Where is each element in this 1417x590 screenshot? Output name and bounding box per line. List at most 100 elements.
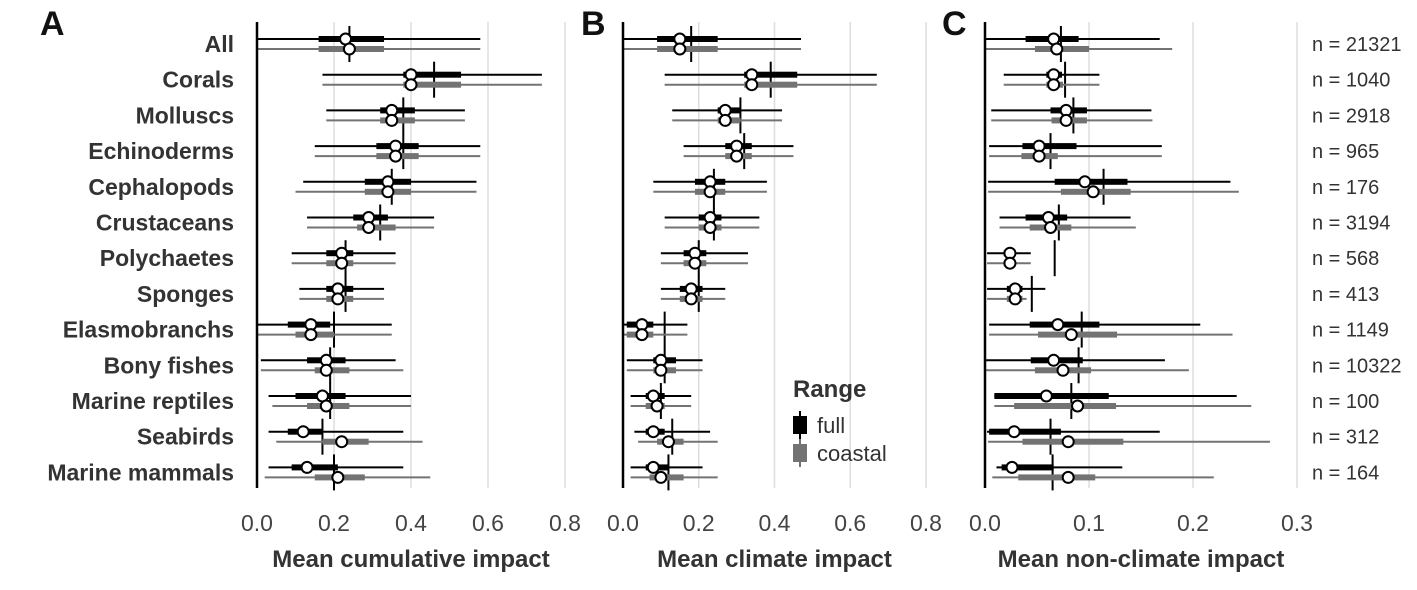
group-label: Seabirds <box>137 424 234 450</box>
group-label: Echinoderms <box>88 138 234 164</box>
group-label: Elasmobranchs <box>63 317 234 343</box>
group-label: Molluscs <box>136 102 234 128</box>
mean-point <box>635 328 649 342</box>
panel-letter: C <box>942 5 967 43</box>
mean-point <box>381 185 395 199</box>
n-label: n = 100 <box>1312 391 1379 413</box>
mean-point <box>703 221 717 234</box>
interval-box <box>1001 464 1054 471</box>
mean-point <box>654 363 668 377</box>
mean-point <box>389 149 403 163</box>
interval-box <box>1014 403 1117 409</box>
mean-point <box>1061 470 1075 484</box>
mean-point <box>1039 389 1053 403</box>
panel-letter: B <box>581 5 606 43</box>
marks-layer <box>257 26 1270 491</box>
group-label: Bony fishes <box>104 352 234 378</box>
x-tick-label: 0.8 <box>549 510 581 536</box>
n-label: n = 965 <box>1312 141 1379 163</box>
x-tick-label: 0.0 <box>607 510 639 536</box>
mean-point <box>703 185 717 199</box>
x-axis-label: Mean cumulative impact <box>272 546 549 573</box>
x-axis-label: Mean climate impact <box>657 546 892 573</box>
x-tick-label: 0.6 <box>834 510 866 536</box>
legend-title: Range <box>793 376 866 403</box>
mean-point <box>646 460 660 474</box>
mean-point <box>688 256 702 270</box>
x-tick-label: 0.4 <box>759 510 791 536</box>
mean-point <box>331 470 345 484</box>
group-label: All <box>205 31 234 57</box>
n-label: n = 312 <box>1312 427 1379 449</box>
mean-point <box>1008 292 1022 306</box>
interval-box <box>989 428 1061 435</box>
mean-point <box>730 149 744 163</box>
mean-point <box>654 470 668 484</box>
n-label: n = 10322 <box>1312 355 1402 377</box>
interval-box <box>1018 474 1096 481</box>
group-label: Polychaetes <box>100 245 234 271</box>
x-tick-label: 0.2 <box>1177 510 1209 536</box>
mean-point <box>404 78 418 92</box>
mean-point <box>1059 113 1073 127</box>
legend: Range full coastal <box>793 376 887 467</box>
group-label: Marine reptiles <box>72 388 234 414</box>
mean-point <box>300 460 314 474</box>
group-label: Crustaceans <box>96 210 234 236</box>
x-axis-label: Mean non-climate impact <box>998 546 1285 573</box>
mean-point <box>362 221 376 234</box>
n-label: n = 1149 <box>1312 320 1389 342</box>
x-tick-label: 0.4 <box>395 510 427 536</box>
mean-point <box>1078 175 1092 189</box>
interval-box <box>291 464 338 471</box>
mean-point <box>1032 149 1046 163</box>
mean-point <box>650 399 664 413</box>
mean-point <box>331 292 345 306</box>
interval-box <box>357 224 396 231</box>
mean-point <box>319 363 333 377</box>
mean-point <box>1047 78 1061 92</box>
interval-box <box>1022 143 1077 150</box>
n-label: n = 1040 <box>1312 70 1390 92</box>
group-label: Marine mammals <box>47 459 234 485</box>
mean-point <box>335 256 349 270</box>
mean-point <box>1056 363 1070 377</box>
group-label: Cephalopods <box>88 174 234 200</box>
legend-label-coastal: coastal <box>817 441 887 466</box>
legend-label-full: full <box>817 413 845 438</box>
x-tick-label: 0.8 <box>910 510 942 536</box>
mean-point <box>319 399 333 413</box>
interval-box <box>403 81 462 88</box>
mean-point <box>661 435 675 449</box>
mean-point <box>1003 256 1017 270</box>
x-tick-label: 0.0 <box>241 510 273 536</box>
mean-point <box>1071 399 1085 413</box>
interval-box <box>657 36 718 42</box>
x-tick-label: 0.2 <box>318 510 350 536</box>
mean-point <box>1047 353 1061 367</box>
mean-point <box>1051 318 1065 332</box>
mean-point <box>646 425 660 439</box>
n-label: n = 176 <box>1312 177 1379 199</box>
n-label: n = 3194 <box>1312 213 1390 235</box>
mean-point <box>385 113 399 127</box>
interval-box <box>403 71 462 78</box>
mean-point <box>1064 328 1078 342</box>
n-label: n = 2918 <box>1312 105 1390 127</box>
mean-point <box>342 42 356 56</box>
x-tick-label: 0.1 <box>1073 510 1105 536</box>
mean-point <box>335 435 349 449</box>
interval-box <box>744 81 798 88</box>
mean-point <box>1044 221 1058 234</box>
grid-layer <box>333 22 1298 488</box>
interval-box <box>657 46 718 52</box>
n-label: n = 21321 <box>1312 34 1402 56</box>
x-tick-label: 0.0 <box>969 510 1001 536</box>
mean-point <box>1007 425 1021 439</box>
mean-point <box>304 328 318 342</box>
interval-box <box>1029 321 1100 328</box>
group-label: Corals <box>162 67 234 93</box>
mean-point <box>745 78 759 92</box>
